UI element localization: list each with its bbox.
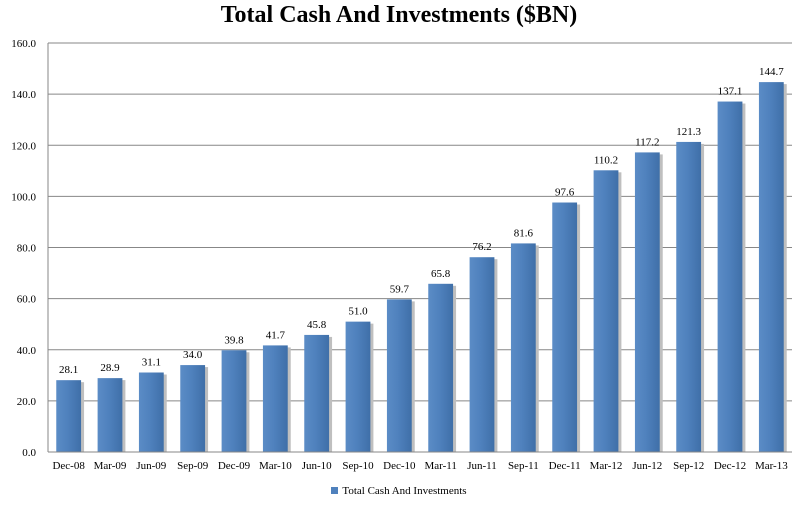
y-tick-label: 160.0 <box>11 38 36 50</box>
data-label: 97.6 <box>555 187 575 199</box>
x-tick-label: Jun-09 <box>136 460 166 472</box>
x-tick-label: Dec-10 <box>383 460 416 472</box>
bar <box>593 170 619 452</box>
data-label: 45.8 <box>307 319 327 331</box>
y-tick-label: 40.0 <box>17 345 37 357</box>
chart-title: Total Cash And Investments ($BN) <box>220 2 578 28</box>
data-label: 39.8 <box>224 334 244 346</box>
x-tick-label: Jun-12 <box>632 460 662 472</box>
bar <box>386 299 412 452</box>
x-tick-label: Dec-08 <box>52 460 85 472</box>
x-tick-label: Sep-09 <box>177 460 209 472</box>
legend-swatch <box>331 487 339 494</box>
x-tick-label: Dec-09 <box>218 460 251 472</box>
y-tick-label: 100.0 <box>11 191 36 203</box>
y-tick-label: 140.0 <box>11 89 36 101</box>
legend: Total Cash And Investments <box>0 485 798 497</box>
y-tick-label: 20.0 <box>17 396 37 408</box>
bar <box>180 365 206 452</box>
bar <box>138 372 164 452</box>
y-tick-label: 80.0 <box>17 243 37 255</box>
data-label: 117.2 <box>635 136 659 148</box>
bar <box>634 152 660 452</box>
bar <box>304 334 330 452</box>
data-label: 51.0 <box>348 306 368 318</box>
bar <box>221 350 247 452</box>
bar <box>676 141 702 452</box>
x-tick-label: Mar-10 <box>259 460 292 472</box>
data-label: 28.1 <box>59 364 78 376</box>
x-tick-label: Sep-10 <box>342 460 374 472</box>
data-label: 76.2 <box>472 241 491 253</box>
y-tick-label: 120.0 <box>11 140 36 152</box>
x-tick-label: Mar-13 <box>755 460 788 472</box>
x-tick-label: Mar-12 <box>590 460 623 472</box>
bar <box>510 243 536 452</box>
data-label: 121.3 <box>676 126 701 138</box>
data-label: 31.1 <box>142 357 161 369</box>
bar <box>552 202 578 452</box>
data-label: 28.9 <box>100 362 120 374</box>
data-label: 137.1 <box>718 86 743 98</box>
bar <box>758 82 784 452</box>
x-tick-label: Sep-11 <box>508 460 539 472</box>
data-label: 65.8 <box>431 268 451 280</box>
x-tick-label: Jun-11 <box>467 460 497 472</box>
bar <box>262 345 288 452</box>
x-tick-label: Jun-10 <box>302 460 332 472</box>
x-tick-label: Sep-12 <box>673 460 704 472</box>
data-label: 144.7 <box>759 66 784 78</box>
bar <box>717 101 743 453</box>
x-tick-label: Mar-09 <box>94 460 127 472</box>
x-tick-label: Mar-11 <box>424 460 456 472</box>
legend-label: Total Cash And Investments <box>342 485 467 497</box>
y-tick-label: 0.0 <box>22 447 36 459</box>
data-label: 41.7 <box>266 329 286 341</box>
bar <box>97 378 123 452</box>
x-tick-label: Dec-11 <box>549 460 581 472</box>
bar <box>345 321 371 452</box>
bar <box>469 257 495 452</box>
data-label: 110.2 <box>594 154 618 166</box>
data-label: 81.6 <box>514 227 534 239</box>
x-tick-label: Dec-12 <box>714 460 746 472</box>
y-tick-label: 60.0 <box>17 294 37 306</box>
data-label: 34.0 <box>183 349 203 361</box>
data-label: 59.7 <box>390 283 410 295</box>
bar <box>428 283 454 452</box>
bar <box>56 380 82 452</box>
